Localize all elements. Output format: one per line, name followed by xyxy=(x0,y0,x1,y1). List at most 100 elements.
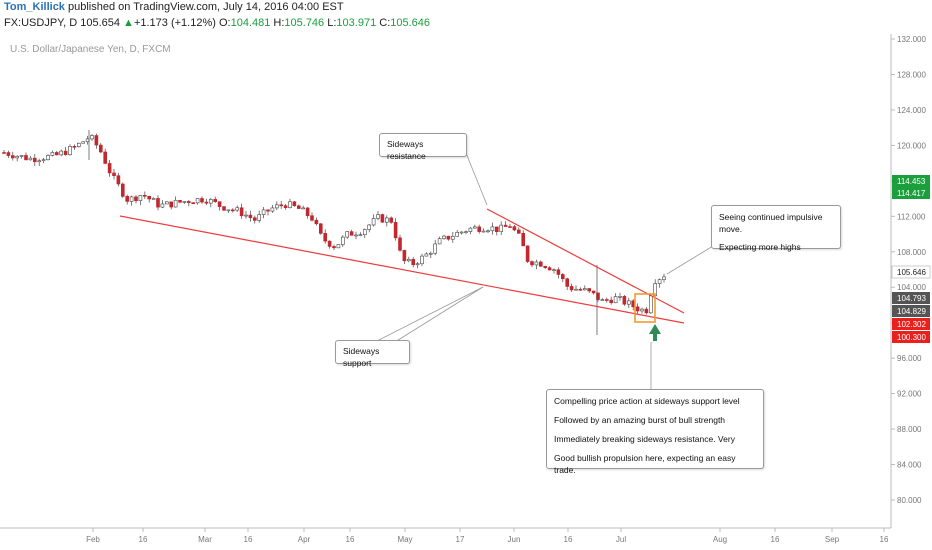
last-price: 105.654 xyxy=(80,17,120,29)
callout-line: Expecting more highs xyxy=(719,242,801,252)
candle-down xyxy=(609,299,614,304)
triangle-up-icon: ▲ xyxy=(123,17,134,29)
candle-up xyxy=(582,288,587,291)
candle-up xyxy=(499,224,504,232)
price-tag-label: 114.417 xyxy=(897,189,926,198)
candle-up xyxy=(165,201,169,205)
candle-up xyxy=(209,199,213,204)
candle-down xyxy=(99,144,103,153)
candle-down xyxy=(494,226,499,232)
price-tag xyxy=(891,265,931,279)
candle-down xyxy=(222,206,226,211)
candle-down xyxy=(389,217,394,223)
low-label: L: xyxy=(327,17,337,29)
price-tag-label: 104.829 xyxy=(897,307,926,316)
x-tick-label: 16 xyxy=(564,535,573,544)
x-tick-label: Apr xyxy=(298,535,311,544)
candle-up xyxy=(274,204,279,209)
x-tick-label: 17 xyxy=(456,535,465,544)
candle-up xyxy=(50,152,55,156)
candle-up xyxy=(472,226,477,229)
candle-down xyxy=(248,214,253,219)
candle-down xyxy=(279,204,284,207)
candle-down xyxy=(213,199,217,202)
callout-line: Compelling price action at sideways supp… xyxy=(554,396,740,406)
candle-down xyxy=(332,246,336,249)
candle-down xyxy=(266,209,270,212)
candle-down xyxy=(477,226,482,232)
candle-down xyxy=(393,222,398,239)
y-tick-label: 88.000 xyxy=(897,425,922,434)
candle-up xyxy=(574,288,578,291)
candle-down xyxy=(169,201,173,208)
candle-up xyxy=(376,214,380,219)
chart-title: U.S. Dollar/Japanese Yen, D, FXCM xyxy=(10,44,171,55)
candle-down xyxy=(543,266,548,268)
candle-down xyxy=(107,163,112,174)
candle-down xyxy=(191,202,195,205)
y-tick-label: 108.000 xyxy=(897,248,926,257)
candle-up xyxy=(138,195,143,202)
x-axis: Feb 16 Mar 16 Apr 16 May 17 Jun 16 Jul Aug 16 Sep 16 xyxy=(86,528,889,544)
candle-up xyxy=(15,156,19,159)
pointer-support-1 xyxy=(374,286,484,343)
y-tick-label: 92.000 xyxy=(897,390,922,399)
price-tag xyxy=(892,331,930,343)
low-value: 103.971 xyxy=(336,17,377,29)
highlight-box xyxy=(634,293,656,323)
candle-up xyxy=(367,224,372,230)
candle-down xyxy=(578,288,583,291)
candle-up xyxy=(455,232,460,237)
x-tick-label: Feb xyxy=(86,535,100,544)
candle-down xyxy=(318,223,323,234)
candle-up xyxy=(68,146,72,155)
candle-down xyxy=(112,172,116,176)
candle-down xyxy=(604,299,609,301)
candle-up xyxy=(420,255,424,265)
candle-up xyxy=(362,229,367,235)
price-tag xyxy=(892,175,930,187)
candle-up xyxy=(226,209,231,212)
candle-up xyxy=(301,207,306,210)
candle-down xyxy=(565,278,570,287)
callout-text: Sideways resistance xyxy=(387,139,426,161)
x-tick-label: 16 xyxy=(346,535,355,544)
y-tick-label: 96.000 xyxy=(897,354,922,363)
candle-up xyxy=(354,234,358,237)
candle-down xyxy=(239,207,244,217)
candle-up xyxy=(468,227,473,232)
y-tick-label: 104.000 xyxy=(897,283,926,292)
sideways-resistance-line xyxy=(486,208,685,314)
callout-compelling-price-action: Compelling price action at sideways supp… xyxy=(546,389,764,475)
candle-down xyxy=(310,215,314,221)
candle-down xyxy=(525,245,530,262)
author-link[interactable]: Tom_Killick xyxy=(4,1,65,13)
candle-up xyxy=(244,214,248,217)
callout-line: Good bullish propulsion here, expecting … xyxy=(554,453,736,475)
candle-down xyxy=(503,224,508,227)
x-tick-label: Jun xyxy=(508,535,521,544)
price-tag xyxy=(892,305,930,317)
candle-down xyxy=(323,233,328,242)
candle-down xyxy=(187,201,191,204)
candle-up xyxy=(600,299,605,301)
candle-down xyxy=(569,286,574,291)
candle-down xyxy=(547,267,552,271)
candle-down xyxy=(402,250,407,262)
candle-down xyxy=(560,274,565,280)
x-tick-label: 16 xyxy=(771,535,780,544)
candle-down xyxy=(349,231,354,236)
candle-up xyxy=(648,295,653,314)
candle-up xyxy=(613,296,618,304)
candle-up xyxy=(270,207,275,212)
candle-down xyxy=(446,235,451,240)
candle-up xyxy=(160,203,165,208)
candle-down xyxy=(314,219,319,225)
candle-down xyxy=(156,198,160,208)
candle-up xyxy=(626,300,631,305)
candle-down xyxy=(283,205,288,208)
candle-up xyxy=(173,199,178,208)
candle-down xyxy=(178,199,182,203)
price-tag xyxy=(892,292,930,304)
